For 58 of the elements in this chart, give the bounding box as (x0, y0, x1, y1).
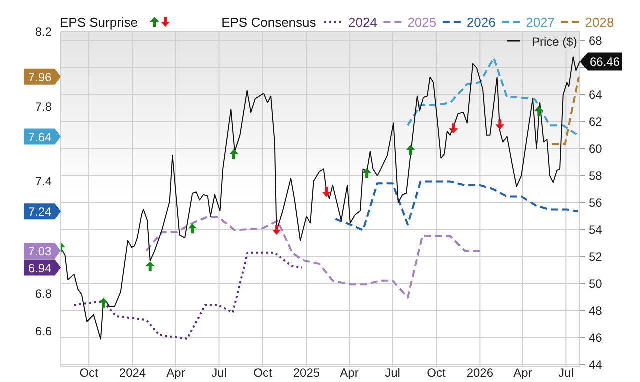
legend-label: 2025 (408, 15, 437, 30)
point (230, 149, 238, 160)
data-label: 66.46 (590, 55, 620, 70)
y2-tick-label: 44 (589, 358, 603, 372)
y2-tick-label: 58 (589, 168, 603, 183)
y2-tick-label: 64 (589, 88, 603, 102)
y2-tick-label: 56 (589, 196, 603, 210)
x-tick-label: Apr (166, 366, 186, 380)
x-tick-label: Apr (340, 366, 359, 380)
x-tick-label: Oct (254, 366, 273, 380)
x-tick-label: Oct (427, 366, 446, 380)
line-series (73, 252, 304, 340)
legend-label: 2027 (526, 15, 556, 30)
point (534, 106, 544, 116)
legend-title: EPS Consensus (222, 15, 317, 30)
x-tick-label: Jul (558, 366, 574, 380)
y2-tick-label: 60 (589, 142, 603, 156)
y-tick-label: 7.96 (28, 70, 52, 84)
y2-tick-label: 62 (589, 114, 603, 129)
x-tick-label: Jul (385, 366, 400, 380)
x-tick-label: 2025 (293, 366, 320, 380)
line-series (146, 216, 482, 299)
point (272, 224, 282, 235)
legend-label: Price ($) (532, 35, 578, 49)
y2-tick-label: 46 (589, 330, 603, 345)
y2-tick-label: 52 (589, 250, 603, 264)
point (99, 298, 108, 308)
point (188, 224, 198, 234)
line-series (334, 180, 580, 232)
x-tick-label: 2024 (119, 366, 146, 380)
point (449, 124, 458, 134)
y-tick-label: 7.03 (28, 244, 52, 258)
x-tick-label: Jul (212, 366, 227, 380)
point (406, 145, 416, 156)
x-tick-label: Oct (80, 366, 100, 380)
y-tick-label: 6.94 (28, 261, 52, 276)
point (496, 120, 505, 130)
y-tick-label: 7.64 (28, 130, 52, 144)
text: EPS Surprise (60, 15, 138, 30)
point (322, 187, 332, 198)
y-tick-label: 8.2 (35, 25, 52, 39)
y-tick-label: 7.24 (28, 205, 52, 220)
y2-tick-label: 50 (589, 276, 603, 291)
point (146, 261, 155, 272)
y-tick-label: 6.6 (35, 324, 52, 338)
point (362, 168, 372, 178)
x-tick-label: Apr (514, 366, 532, 380)
legend-label: 2028 (585, 15, 614, 30)
legend-label: 2026 (466, 15, 496, 30)
y-tick-label: 7.4 (35, 174, 52, 189)
y2-tick-label: 68 (589, 34, 603, 48)
line-series (406, 57, 580, 138)
y2-tick-label: 54 (589, 222, 603, 237)
legend-label: 2024 (348, 15, 378, 30)
y-tick-label: 7.8 (35, 100, 52, 114)
y-tick-label: 6.8 (35, 287, 52, 302)
y2-tick-label: 48 (589, 304, 603, 318)
x-tick-label: 2026 (466, 366, 494, 380)
